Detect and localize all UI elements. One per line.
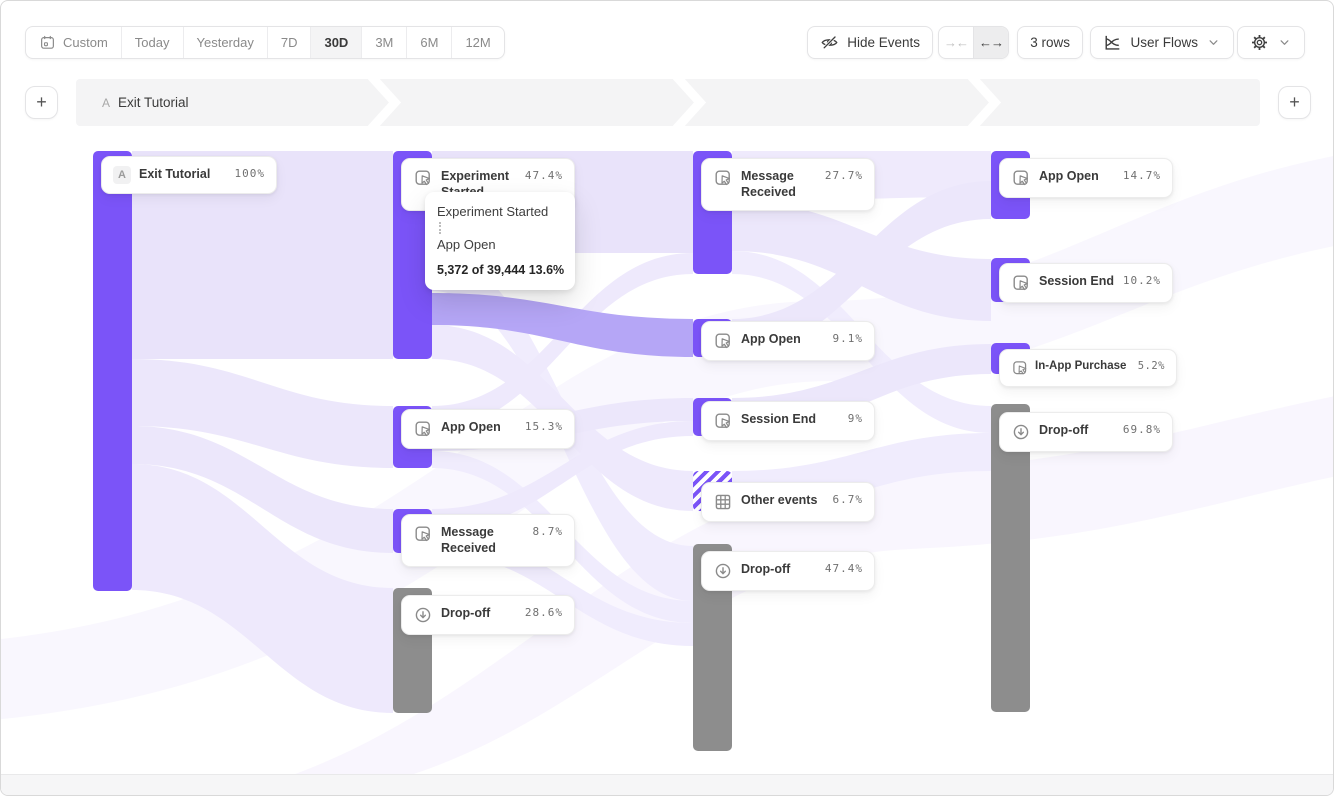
plus-icon: + (1289, 92, 1300, 112)
flow-exit-to-dropoff[interactable] (132, 464, 393, 713)
event-click-icon (713, 168, 733, 188)
collapse-icon: →← (944, 35, 969, 50)
event-click-icon (413, 524, 433, 544)
step-chevron-separator (968, 79, 1002, 126)
rows-label: 3 rows (1030, 35, 1070, 50)
add-step-button-left[interactable]: + (25, 86, 58, 119)
event-click-icon (1011, 359, 1029, 377)
node-card-session-end-col4[interactable]: Session End 10.2% (999, 263, 1173, 303)
event-click-icon (413, 419, 433, 439)
node-card-in-app-purchase[interactable]: In-App Purchase 5.2% (999, 349, 1177, 387)
rows-button[interactable]: 3 rows (1017, 26, 1083, 59)
node-bar-exit-tutorial[interactable] (93, 151, 132, 591)
drop-off-icon (1011, 422, 1031, 442)
date-range-yesterday[interactable]: Yesterday (184, 27, 268, 58)
drop-off-icon (713, 561, 733, 581)
flow-appopen-to-appopen[interactable] (732, 181, 991, 354)
node-card-message-received-col3[interactable]: Message Received 27.7% (701, 158, 875, 211)
flow-exit-to-message[interactable] (132, 426, 393, 553)
date-range-12m[interactable]: 12M (465, 35, 491, 50)
event-click-icon (1011, 273, 1031, 293)
footer-strip (1, 774, 1333, 795)
node-card-dropoff-col4[interactable]: Drop-off 69.8% (999, 412, 1173, 452)
other-events-grid-icon (713, 492, 733, 512)
gear-icon (1250, 33, 1269, 52)
chevron-down-icon (1206, 35, 1221, 50)
step-header-bar[interactable]: A Exit Tutorial (76, 79, 1260, 126)
settings-menu-button[interactable] (1237, 26, 1305, 59)
event-click-icon (413, 168, 433, 188)
node-card-message-received-col2[interactable]: Message Received 8.7% (401, 514, 575, 567)
event-click-icon (713, 411, 733, 431)
expand-icon: ←→ (979, 35, 1004, 50)
plus-icon: + (36, 92, 47, 112)
step-chevron-separator (673, 79, 707, 126)
date-range-6m[interactable]: 6M (407, 27, 453, 58)
view-selector[interactable]: User Flows (1090, 26, 1234, 59)
chevron-down-icon (1277, 35, 1292, 50)
event-click-icon (1011, 168, 1031, 188)
step-title: Exit Tutorial (118, 95, 189, 110)
tooltip-from-event: Experiment Started (437, 204, 549, 219)
node-card-app-open-col4[interactable]: App Open 14.7% (999, 158, 1173, 198)
date-range-today[interactable]: Today (122, 27, 184, 58)
node-bar-dropoff-col4[interactable] (991, 404, 1030, 712)
hide-events-label: Hide Events (847, 35, 920, 50)
hide-events-button[interactable]: Hide Events (807, 26, 933, 59)
node-badge: A (113, 166, 131, 184)
drop-off-icon (413, 605, 433, 625)
date-range-7d[interactable]: 7D (268, 27, 312, 58)
collapse-expand-toggle: →← ←→ (938, 26, 1009, 59)
step-chevron-separator (368, 79, 402, 126)
node-card-session-end-col3[interactable]: Session End 9% (701, 401, 875, 441)
node-card-app-open-col3[interactable]: App Open 9.1% (701, 321, 875, 361)
collapse-columns-button[interactable]: →← (939, 27, 973, 58)
flow-message-to-sessionend[interactable] (432, 421, 693, 531)
flow-tooltip: Experiment Started App Open 5,372 of 39,… (425, 192, 575, 290)
tooltip-stat: 5,372 of 39,444 13.6% (437, 263, 565, 277)
tooltip-connector-dots (439, 222, 441, 234)
tooltip-to-event: App Open (437, 237, 496, 252)
date-range-30d-selected[interactable]: 30D (311, 27, 363, 58)
step-badge: A (102, 95, 111, 110)
date-range-custom[interactable]: Custom (26, 27, 122, 58)
node-card-dropoff-col3[interactable]: Drop-off 47.4% (701, 551, 875, 591)
node-card-other-events[interactable]: Other events 6.7% (701, 482, 875, 522)
node-card-dropoff-col2[interactable]: Drop-off 28.6% (401, 595, 575, 635)
flow-exit-to-experiment[interactable] (132, 151, 393, 359)
date-range-selector: Custom Today Yesterday 7D 30D 3M 6M 12M (25, 26, 505, 59)
node-card-app-open-col2[interactable]: App Open 15.3% (401, 409, 575, 449)
node-card-exit-tutorial[interactable]: A Exit Tutorial 100% (101, 156, 277, 194)
calendar-icon (39, 34, 56, 51)
event-click-icon (713, 331, 733, 351)
eye-off-icon (820, 33, 839, 52)
view-label: User Flows (1130, 35, 1198, 50)
date-range-3m[interactable]: 3M (362, 27, 408, 58)
date-range-label: Custom (63, 35, 108, 50)
background-swoosh (227, 396, 1333, 795)
step-a-label: A Exit Tutorial (76, 95, 189, 110)
flow-experiment-to-appopen-highlighted[interactable] (432, 293, 693, 357)
flow-exit-to-appopen[interactable] (132, 359, 393, 468)
user-flows-icon (1103, 33, 1122, 52)
expand-columns-button[interactable]: ←→ (973, 27, 1008, 58)
add-step-button-right[interactable]: + (1278, 86, 1311, 119)
